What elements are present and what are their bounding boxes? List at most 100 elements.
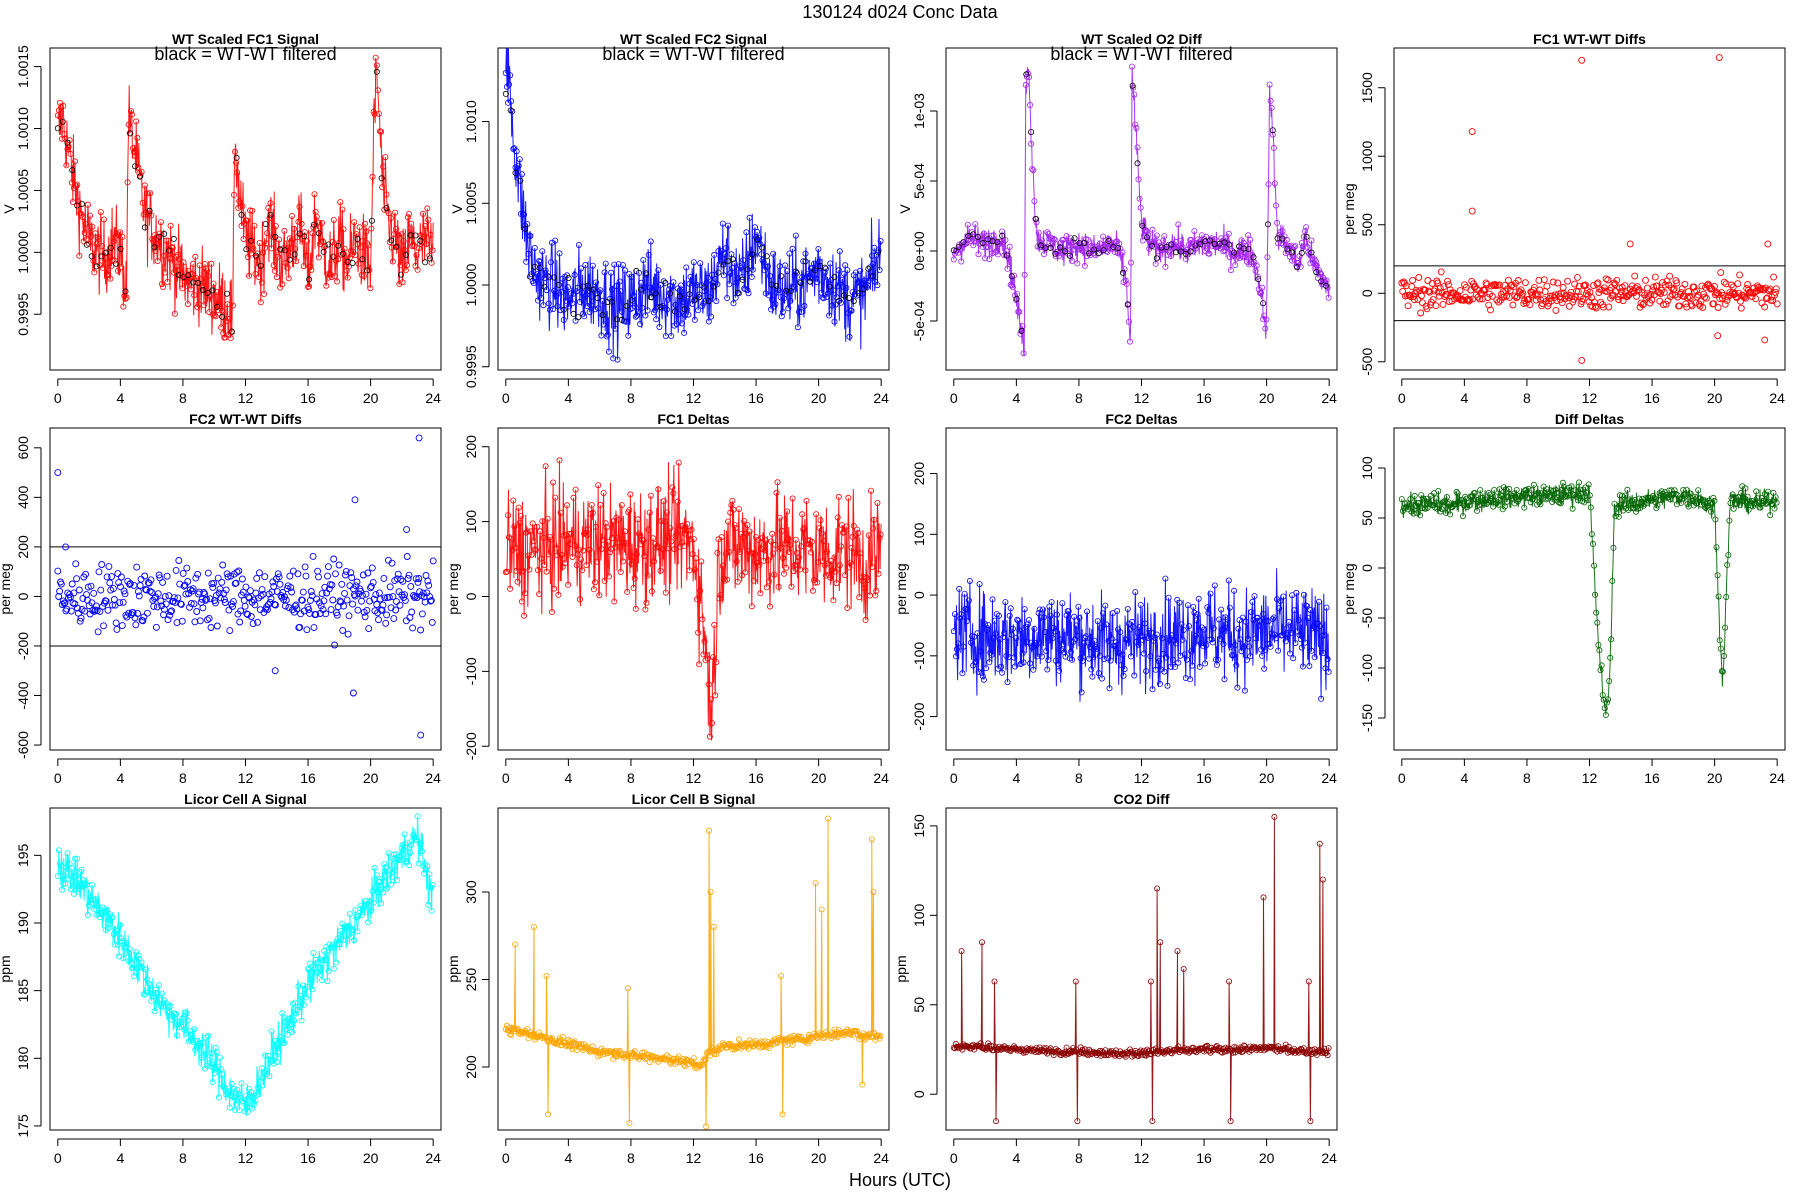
p3-point	[965, 236, 972, 243]
p3-point	[1161, 233, 1168, 240]
p2-point	[819, 294, 826, 301]
p10-title: Licor Cell B Signal	[632, 791, 756, 807]
p4-point	[1624, 292, 1632, 300]
p2-point	[843, 284, 850, 291]
p7-point	[1187, 676, 1194, 683]
p4-point	[1770, 273, 1778, 281]
p6-point	[658, 518, 665, 525]
p7-point	[1176, 599, 1183, 606]
p9-point	[78, 866, 85, 873]
p7-point	[1254, 614, 1261, 621]
p5-point	[354, 606, 362, 614]
p9-point	[92, 896, 99, 903]
p9-x-tick-label: 24	[425, 1150, 441, 1166]
p1-point	[335, 256, 342, 263]
p1-point	[198, 276, 205, 283]
p6-point	[502, 569, 509, 576]
p10-series-line	[505, 818, 882, 1127]
p3-filtered-point	[1028, 129, 1035, 136]
p5-point	[358, 591, 366, 599]
p2-point	[558, 288, 565, 295]
p8-point	[1591, 562, 1598, 569]
p1-point	[234, 169, 241, 176]
p1-point	[205, 272, 212, 279]
p10-point	[711, 1050, 718, 1057]
p1-point	[408, 220, 415, 227]
p3-filtered-point	[1245, 245, 1252, 252]
p10-point	[833, 1033, 840, 1040]
p2-point	[590, 286, 597, 293]
p3-point	[1288, 242, 1295, 249]
p4-point	[1565, 302, 1573, 310]
p6-point	[704, 655, 711, 662]
p5-point	[403, 553, 411, 560]
p7-point	[1009, 625, 1016, 632]
p5-point	[215, 589, 223, 597]
p6-point	[856, 594, 863, 601]
p6-point	[718, 534, 725, 541]
p4-point	[1488, 292, 1496, 300]
p5-point	[90, 589, 98, 597]
p3-y-tick-label: 0e+00	[911, 231, 927, 271]
p8-point	[1719, 668, 1726, 675]
p5-point	[294, 570, 302, 578]
p10-x-tick-label: 24	[873, 1150, 889, 1166]
p10-point	[626, 1120, 633, 1127]
p8-point	[1452, 500, 1459, 507]
p9-point	[79, 876, 86, 883]
p5-point	[296, 623, 304, 631]
p2-filtered-point	[802, 258, 809, 265]
p2-y-tick-label: 1.0000	[463, 263, 479, 306]
p6-point	[781, 570, 788, 577]
p7-point	[1107, 657, 1114, 664]
p9-point	[259, 1074, 266, 1081]
p1-point	[137, 172, 144, 179]
p2-filtered-point	[744, 266, 751, 273]
p2-point	[832, 301, 839, 308]
p2-point	[872, 278, 879, 285]
p3-filtered-point	[1071, 235, 1078, 242]
p2-filtered-point	[633, 267, 640, 274]
p6-point	[770, 550, 777, 557]
p7-point	[1036, 606, 1043, 613]
p2-point	[717, 253, 724, 260]
p3-point	[1300, 233, 1307, 240]
p6-point	[611, 598, 618, 605]
p1-point	[190, 260, 197, 267]
p6-point	[637, 532, 644, 539]
p4-point	[1509, 301, 1517, 309]
p6-point	[705, 681, 712, 688]
p2-filtered-point	[841, 292, 848, 299]
p5-point	[414, 578, 422, 586]
p6-point	[550, 479, 557, 486]
p2-filtered-point	[788, 287, 795, 294]
p4-point	[1439, 300, 1447, 308]
p4-point	[1713, 289, 1721, 297]
p6-point	[761, 547, 768, 554]
p6-point	[826, 571, 833, 578]
p1-filtered-point	[339, 250, 346, 257]
p8-point	[1549, 498, 1556, 505]
p9-point	[69, 883, 76, 890]
p5-point	[409, 624, 417, 632]
p3-point	[1140, 232, 1147, 239]
p3-point	[1263, 316, 1270, 323]
p5-point	[289, 567, 297, 575]
p3-point	[1299, 243, 1306, 250]
p4-point	[1552, 306, 1560, 314]
p8-point	[1732, 494, 1739, 501]
p5-point	[190, 600, 198, 608]
p6-point	[750, 577, 757, 584]
p2-x-tick-label: 4	[564, 390, 572, 406]
p6-point	[547, 536, 554, 543]
p1-filtered-point	[238, 211, 245, 218]
p6-point	[661, 518, 668, 525]
p6-point	[508, 535, 515, 542]
p2-filtered-point	[657, 303, 664, 310]
p2-point	[602, 260, 609, 267]
p7-point	[978, 669, 985, 676]
p6-point	[688, 526, 695, 533]
p9-point	[76, 883, 83, 890]
p4-point	[1608, 292, 1616, 300]
